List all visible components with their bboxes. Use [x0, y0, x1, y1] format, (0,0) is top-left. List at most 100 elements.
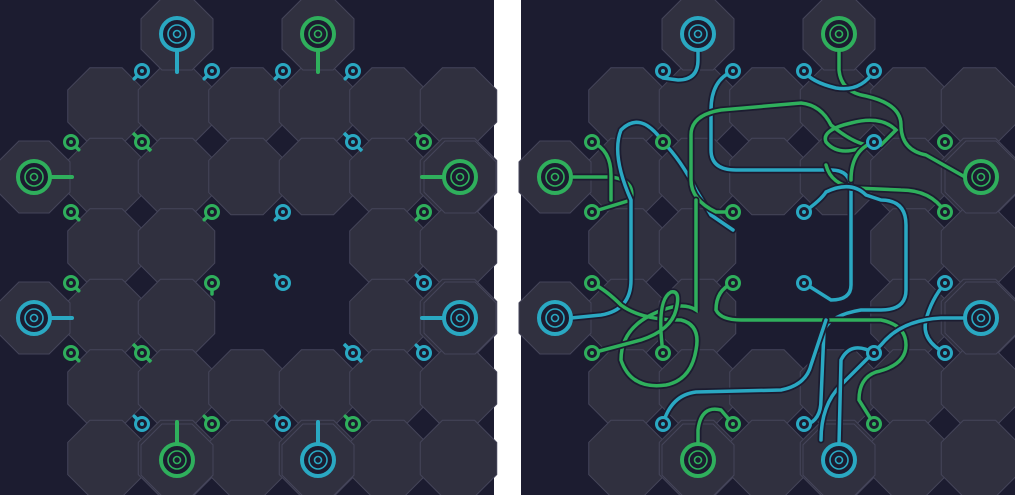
- pin-icon[interactable]: [273, 204, 291, 222]
- tile: [940, 208, 1015, 286]
- terminal-dot: [455, 172, 465, 182]
- tile: [419, 67, 498, 145]
- pin-icon[interactable]: [132, 414, 150, 432]
- pin-dot: [422, 281, 426, 285]
- pin-dot: [140, 351, 144, 355]
- pin-icon[interactable]: [273, 273, 291, 291]
- pin-dot: [281, 69, 285, 73]
- pin-icon[interactable]: [414, 273, 432, 291]
- terminal-icon[interactable]: [159, 16, 195, 52]
- pin-icon[interactable]: [202, 63, 220, 81]
- pin-icon[interactable]: [202, 414, 220, 432]
- cross-pin-icon[interactable]: [131, 342, 153, 364]
- pin-icon[interactable]: [343, 63, 361, 81]
- terminal-dot: [313, 455, 323, 465]
- pin-dot: [210, 281, 214, 285]
- pin-dot: [731, 281, 735, 285]
- pin-dot: [731, 422, 735, 426]
- puzzle-nodes[interactable]: [16, 16, 478, 478]
- terminal-inner: [167, 450, 187, 470]
- pin-icon[interactable]: [414, 132, 432, 150]
- terminal-icon: [537, 300, 573, 336]
- pin-icon[interactable]: [343, 414, 361, 432]
- pin-icon[interactable]: [63, 345, 81, 363]
- pin-dot: [69, 281, 73, 285]
- pin-icon[interactable]: [414, 204, 432, 222]
- pin-icon[interactable]: [273, 414, 291, 432]
- pin-dot: [731, 69, 735, 73]
- terminal-ring: [442, 159, 478, 195]
- pin-dot: [661, 422, 665, 426]
- pin-icon: [937, 275, 953, 291]
- pin-icon[interactable]: [202, 204, 220, 222]
- pin-icon[interactable]: [63, 134, 81, 152]
- tile: [208, 349, 286, 427]
- cross-pin-icon[interactable]: [131, 131, 153, 153]
- pin-icon: [796, 204, 812, 220]
- pin-icon[interactable]: [204, 275, 220, 296]
- terminal-icon[interactable]: [300, 442, 336, 478]
- terminal-inner: [829, 450, 849, 470]
- terminal-inner: [450, 167, 470, 187]
- terminal-ring: [300, 16, 336, 52]
- cross-pin-icon[interactable]: [342, 131, 364, 153]
- pin-dot: [872, 140, 876, 144]
- terminal-inner: [971, 167, 991, 187]
- terminal-dot: [834, 455, 844, 465]
- pin-icon: [584, 204, 600, 220]
- pin-dot: [661, 69, 665, 73]
- pin-icon: [584, 275, 600, 291]
- terminal-icon: [680, 16, 716, 52]
- pin-icon: [655, 416, 671, 432]
- pin-dot: [422, 351, 426, 355]
- pin-dot: [943, 351, 947, 355]
- wire-green: [696, 407, 735, 446]
- terminal-icon[interactable]: [16, 300, 52, 336]
- pin-icon: [796, 275, 812, 291]
- pin-icon[interactable]: [273, 63, 291, 81]
- terminal-inner: [167, 24, 187, 44]
- pin-dot: [281, 281, 285, 285]
- terminal-inner: [829, 24, 849, 44]
- pin-dot: [351, 422, 355, 426]
- wire-green: [590, 290, 680, 355]
- pin-icon[interactable]: [63, 275, 81, 293]
- terminal-icon: [537, 159, 573, 195]
- pin-icon: [655, 345, 671, 361]
- tile: [208, 419, 286, 495]
- terminal-icon[interactable]: [300, 16, 336, 52]
- pin-icon: [655, 134, 671, 150]
- wire-blue: [661, 48, 700, 82]
- terminal-dot: [313, 29, 323, 39]
- pin-icon: [584, 134, 600, 150]
- pin-dot: [281, 210, 285, 214]
- pin-dot: [943, 140, 947, 144]
- pin-icon[interactable]: [63, 204, 81, 222]
- wire-blue: [819, 316, 983, 442]
- terminal-icon[interactable]: [442, 159, 478, 195]
- pin-dot: [140, 422, 144, 426]
- tile: [349, 419, 427, 495]
- cross-pin-icon[interactable]: [342, 342, 364, 364]
- pin-icon: [655, 63, 671, 79]
- terminal-icon[interactable]: [159, 442, 195, 478]
- tile: [419, 419, 498, 495]
- pin-dot: [802, 69, 806, 73]
- tile: [278, 137, 357, 216]
- terminal-ring: [16, 159, 52, 195]
- terminal-icon: [963, 300, 999, 336]
- pin-dot: [802, 281, 806, 285]
- pin-icon: [725, 275, 741, 291]
- terminal-dot: [550, 313, 560, 323]
- pin-icon[interactable]: [132, 63, 150, 81]
- terminal-ring: [680, 442, 716, 478]
- terminal-icon[interactable]: [16, 159, 52, 195]
- tile: [729, 419, 807, 495]
- pin-icon[interactable]: [414, 343, 432, 361]
- pin-dot: [590, 351, 594, 355]
- pin-icon: [866, 134, 882, 150]
- pin-dot: [661, 140, 665, 144]
- terminal-inner: [688, 450, 708, 470]
- terminal-icon[interactable]: [442, 300, 478, 336]
